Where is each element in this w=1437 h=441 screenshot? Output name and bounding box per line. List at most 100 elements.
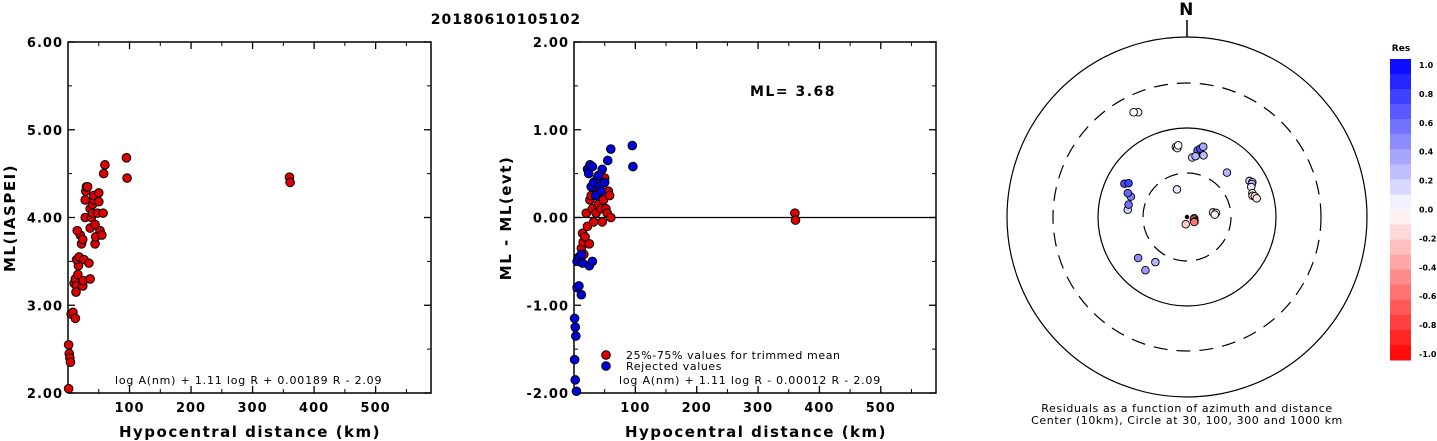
data-point — [580, 232, 590, 242]
y-tick-label: 2.00 — [27, 387, 63, 402]
data-point — [71, 287, 81, 297]
data-point — [63, 383, 74, 394]
legend-label-trimmed: 25%-75% values for trimmed mean — [626, 349, 841, 362]
legend-label-rejected: Rejected values — [626, 360, 722, 373]
station-point — [1198, 142, 1208, 151]
ring-30km — [1142, 172, 1232, 262]
data-point — [98, 168, 109, 179]
colorbar-cell — [1390, 284, 1411, 301]
data-point — [84, 258, 94, 268]
data-point — [98, 208, 108, 218]
ring-300km — [1052, 82, 1322, 352]
y-tick-label: 4.00 — [27, 212, 63, 227]
legend-marker-trimmed — [601, 350, 611, 360]
colorbar-tick-label: 0.8 — [1419, 90, 1434, 99]
x-tick-label: 100 — [620, 401, 650, 416]
colorbar-cell — [1390, 254, 1411, 271]
plot-frame-left — [67, 41, 432, 394]
data-point — [569, 313, 580, 324]
colorbar-cell — [1390, 344, 1411, 361]
colorbar-cell — [1390, 89, 1411, 105]
data-point — [90, 219, 100, 230]
north-label: N — [1179, 0, 1195, 20]
x-tick-label: 500 — [866, 401, 896, 416]
polar-residual-map: N Residuals as a function of azimuth and… — [1006, 0, 1368, 427]
y-tick-label: -2.00 — [527, 387, 569, 402]
colorbar-cell — [1390, 179, 1411, 195]
data-point — [569, 354, 580, 365]
colorbar-cell — [1390, 239, 1411, 256]
colorbar-cell — [1390, 164, 1411, 180]
x-axis-label-left: Hypocentral distance (km) — [119, 423, 381, 441]
legend-marker-rejected — [601, 361, 611, 371]
formula-middle: log A(nm) + 1.11 log R - 0.00012 R - 2.0… — [619, 374, 881, 387]
colorbar-cell — [1390, 224, 1411, 241]
data-point — [599, 177, 610, 188]
station-point — [1222, 168, 1232, 177]
y-tick-label: 2.00 — [533, 36, 569, 51]
formula-left: log A(nm) + 1.11 log R + 0.00189 R - 2.0… — [115, 374, 382, 387]
data-point — [604, 190, 615, 201]
colorbar-cell — [1390, 329, 1411, 346]
colorbar-tick-label: -0.6 — [1419, 292, 1437, 301]
colorbar-tick-label: 0.6 — [1419, 119, 1434, 128]
colorbar-tick-label: -0.4 — [1419, 263, 1437, 272]
data-point — [121, 153, 132, 163]
residual-colorbar: Res 1.0 0.8 0.6 0.4 0.2 0.0 -0.2 -0.4 -0.6 -0.8 -1… — [1390, 44, 1437, 361]
data-point — [628, 161, 638, 172]
figure-title: 20180610105102 — [431, 12, 581, 28]
colorbar-tick-label: -0.2 — [1419, 234, 1437, 243]
data-point — [72, 225, 83, 236]
station-point — [1129, 107, 1138, 117]
colorbar-cell — [1390, 104, 1411, 120]
y-tick-label: 6.00 — [27, 36, 63, 51]
colorbar-ticks: 1.0 0.8 0.6 0.4 0.2 0.0 -0.2 -0.4 -0.6 -0.8 -1.0 — [1419, 61, 1437, 359]
data-point — [606, 212, 616, 223]
ring-100km — [1097, 127, 1277, 307]
colorbar-cell — [1390, 74, 1411, 90]
colorbar-cell — [1390, 299, 1411, 316]
y-tick-label: 5.00 — [27, 124, 63, 139]
colorbar-tick-label: -1.0 — [1419, 350, 1437, 359]
data-point — [602, 155, 613, 166]
data-point — [122, 173, 132, 183]
colorbar-cell — [1390, 59, 1411, 75]
y-tick-label: 3.00 — [27, 299, 63, 314]
station-point — [1172, 185, 1182, 194]
x-tick-label: 100 — [114, 401, 144, 416]
data-point — [790, 215, 801, 225]
polar-caption-line2: Center (10km), Circle at 30, 100, 300 an… — [1031, 414, 1343, 427]
station-point — [1151, 257, 1160, 267]
data-point — [93, 188, 104, 198]
data-point — [570, 375, 581, 385]
colorbar-tick-label: 0.0 — [1419, 206, 1434, 215]
x-tick-label: 500 — [361, 401, 391, 416]
y-tick-label: -1.00 — [527, 299, 569, 314]
y-tick-label: 0.00 — [533, 212, 569, 227]
station-point — [1181, 219, 1190, 229]
y-axis-label-left: ML(IASPEI) — [1, 164, 19, 272]
station-point — [1191, 151, 1200, 161]
data-point — [588, 217, 599, 227]
x-axis-label-middle: Hypocentral distance (km) — [625, 423, 887, 441]
station-point — [1199, 151, 1208, 160]
data-point — [587, 256, 598, 267]
station-point — [1252, 194, 1261, 203]
data-point — [587, 161, 598, 172]
station-point — [1173, 141, 1183, 150]
markers-middle — [569, 140, 801, 397]
data-point — [100, 160, 110, 170]
ml-value-annotation: ML= 3.68 — [750, 84, 836, 100]
data-point — [576, 289, 587, 300]
station-point — [1210, 210, 1220, 219]
colorbar-cells — [1390, 59, 1411, 361]
data-point — [574, 281, 584, 291]
markers-left — [63, 153, 295, 394]
colorbar-cell — [1390, 149, 1411, 165]
colorbar-tick-label: -0.8 — [1419, 321, 1437, 330]
colorbar-cell — [1390, 209, 1411, 226]
data-point — [85, 274, 95, 284]
y-axis-label-middle: ML - ML(evt) — [497, 156, 515, 280]
data-point — [576, 249, 587, 260]
